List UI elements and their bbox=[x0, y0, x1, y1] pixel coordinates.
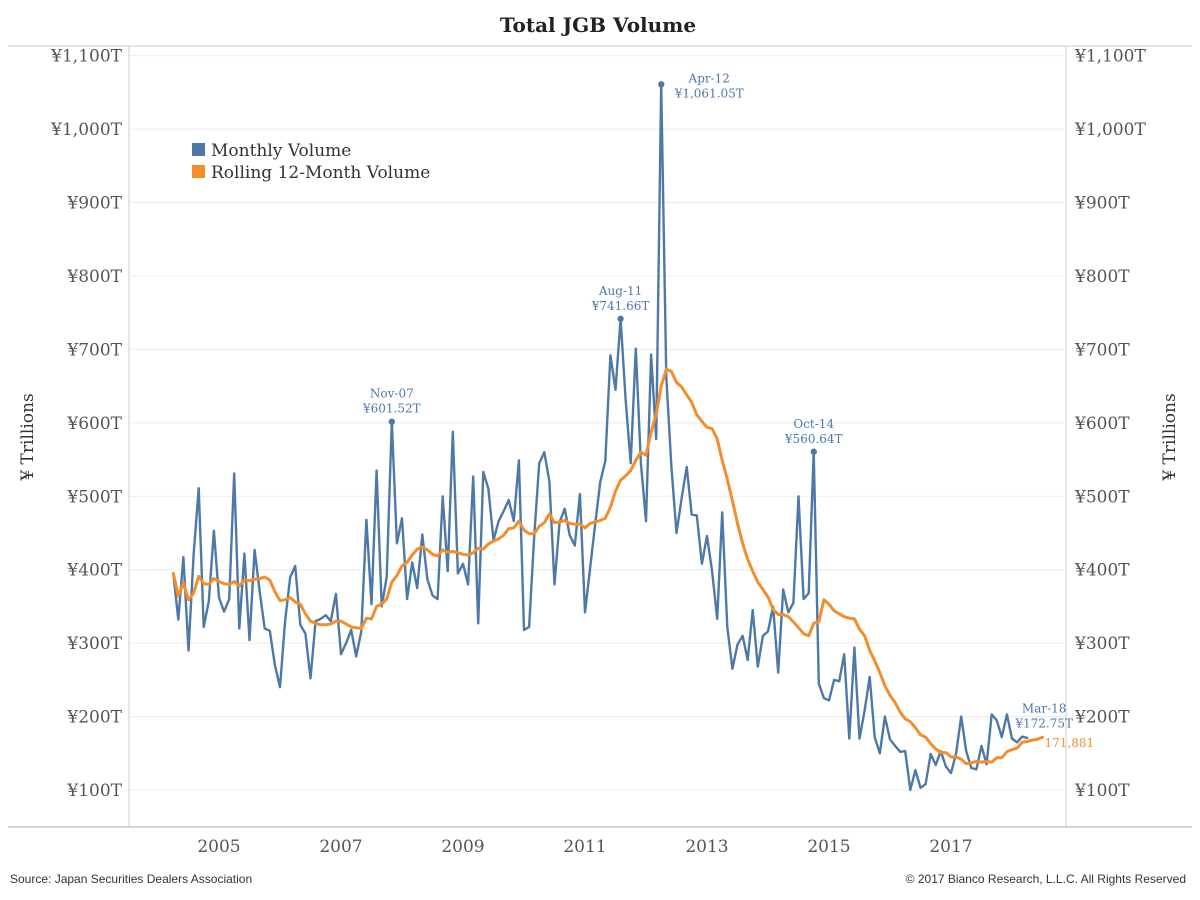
annotations: Nov-07¥601.52T Aug-11¥741.66T Apr-12¥1,061… bbox=[362, 71, 1094, 750]
annotation-marker bbox=[658, 81, 665, 88]
annotation-date: Aug-11 bbox=[598, 284, 642, 298]
legend: Monthly Volume Rolling 12-Month Volume bbox=[192, 141, 430, 183]
y-tick-label-left: ¥700T bbox=[66, 340, 122, 360]
x-tick-label: 2007 bbox=[319, 837, 362, 857]
y-tick-label-left: ¥100T bbox=[66, 781, 122, 801]
chart-title: Total JGB Volume bbox=[500, 13, 696, 37]
y-tick-label-right: ¥400T bbox=[1074, 561, 1130, 581]
annotation-date: Nov-07 bbox=[370, 387, 414, 401]
annotation-marker bbox=[617, 315, 624, 323]
y-tick-label-left: ¥300T bbox=[66, 634, 122, 654]
y-tick-label-left: ¥500T bbox=[66, 487, 122, 507]
y-tick-label-right: ¥1,000T bbox=[1074, 120, 1146, 140]
annotation-date: Mar-18 bbox=[1022, 702, 1067, 716]
y-tick-label-left: ¥200T bbox=[66, 708, 122, 728]
annotation-value: ¥1,061.05T bbox=[674, 86, 744, 100]
y-tick-label-right: ¥800T bbox=[1074, 267, 1130, 287]
series-line-monthly bbox=[172, 83, 1029, 792]
y-tick-label-right: ¥100T bbox=[1074, 781, 1130, 801]
annotation-value: ¥741.66T bbox=[591, 299, 650, 313]
y-tick-label-left: ¥1,100T bbox=[50, 47, 122, 67]
x-tick-label: 2005 bbox=[197, 837, 240, 857]
y-axis-label-right: ¥ Trillions bbox=[1160, 393, 1180, 481]
y-tick-label-left: ¥400T bbox=[66, 561, 122, 581]
y-tick-label-right: ¥900T bbox=[1074, 194, 1130, 214]
y-tick-label-right: ¥1,100T bbox=[1074, 47, 1146, 67]
y-axis-right-ticks: ¥100T ¥200T ¥300T ¥400T ¥500T ¥600T ¥700T ¥800T… bbox=[1074, 47, 1146, 801]
y-tick-label-right: ¥300T bbox=[1074, 634, 1130, 654]
y-axis-label-left: ¥ Trillions bbox=[18, 393, 38, 481]
y-tick-label-left: ¥600T bbox=[66, 414, 122, 434]
x-axis-ticks: 2005 2007 2009 2011 2013 2015 2017 bbox=[197, 837, 972, 857]
annotation-marker bbox=[388, 418, 396, 425]
annotation-date: Oct-14 bbox=[793, 417, 834, 431]
annotation-marker bbox=[810, 448, 817, 455]
x-tick-label: 2015 bbox=[807, 837, 850, 857]
series-line-rolling bbox=[171, 367, 1044, 766]
annotation-value: ¥172.75T bbox=[1014, 717, 1073, 731]
y-tick-label-left: ¥1,000T bbox=[50, 120, 122, 140]
y-tick-label-right: ¥700T bbox=[1074, 340, 1130, 360]
legend-label-rolling: Rolling 12-Month Volume bbox=[211, 163, 430, 183]
y-tick-label-left: ¥900T bbox=[66, 194, 122, 214]
y-tick-label-right: ¥600T bbox=[1074, 414, 1130, 434]
y-tick-label-left: ¥800T bbox=[66, 267, 122, 287]
x-tick-label: 2011 bbox=[563, 837, 606, 857]
y-tick-label-right: ¥500T bbox=[1074, 487, 1130, 507]
annotation-value: ¥601.52T bbox=[362, 402, 421, 416]
rolling-end-label: 171,881 bbox=[1044, 736, 1094, 750]
x-tick-label: 2013 bbox=[685, 837, 728, 857]
source-note: Source: Japan Securities Dealers Associa… bbox=[10, 872, 252, 886]
y-axis-left-ticks: ¥100T ¥200T ¥300T ¥400T ¥500T ¥600T ¥700T ¥800T… bbox=[50, 47, 122, 801]
series-lines bbox=[171, 83, 1044, 792]
legend-swatch-monthly bbox=[192, 143, 205, 156]
copyright-note: © 2017 Bianco Research, L.L.C. All Right… bbox=[906, 872, 1186, 886]
x-tick-label: 2017 bbox=[929, 837, 972, 857]
legend-label-monthly: Monthly Volume bbox=[211, 141, 351, 161]
annotation-value: ¥560.64T bbox=[784, 432, 843, 446]
legend-swatch-rolling bbox=[192, 165, 205, 178]
y-tick-label-right: ¥200T bbox=[1074, 708, 1130, 728]
x-tick-label: 2009 bbox=[441, 837, 484, 857]
grid-lines bbox=[129, 55, 1066, 791]
annotation-date: Apr-12 bbox=[688, 71, 730, 85]
